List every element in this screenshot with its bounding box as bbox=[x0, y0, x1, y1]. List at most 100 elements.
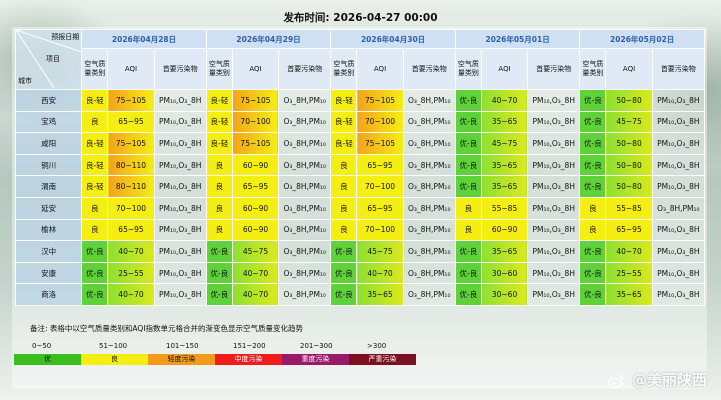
aqi-cell: 40~70 bbox=[231, 283, 280, 306]
aqi-header: AQI bbox=[356, 48, 404, 90]
category-cell: 良-轻 bbox=[81, 89, 109, 112]
category-cell: 良-轻 bbox=[81, 132, 109, 155]
category-cell: 良 bbox=[81, 196, 109, 220]
legend-swatch: 重度污染 bbox=[282, 354, 349, 365]
aqi-cell: 40~70 bbox=[605, 240, 653, 263]
city-cell: 延安 bbox=[14, 196, 83, 220]
legend-swatch: 严重污染 bbox=[349, 354, 416, 365]
pollutant-header: 首要污染物 bbox=[402, 48, 456, 90]
category-cell: 优-良 bbox=[579, 153, 607, 177]
pollutant-cell: PM₁₀,O₃_8H bbox=[651, 261, 706, 285]
category-cell: 优-良 bbox=[579, 283, 607, 306]
watermark-text: @美丽陕西 bbox=[631, 371, 707, 389]
aqi-cell: 65~95 bbox=[107, 218, 155, 242]
legend-range: >300 bbox=[367, 342, 387, 350]
pollutant-cell: O₃_8H,PM₁₀ bbox=[402, 196, 456, 220]
category-header: 空气质量类别 bbox=[330, 48, 358, 90]
category-cell: 良 bbox=[81, 110, 109, 134]
legend-swatch: 优 bbox=[14, 354, 81, 365]
aqi-cell: 75~105 bbox=[231, 89, 280, 112]
legend-range: 51~100 bbox=[99, 342, 128, 350]
aqi-cell: 65~95 bbox=[107, 110, 155, 134]
note-text: 备注: 表格中以空气质量类别和AQI指数单元格合并的渐变色显示空气质量变化趋势 bbox=[30, 324, 304, 333]
aqi-cell: 75~105 bbox=[356, 89, 404, 112]
aqi-cell: 25~55 bbox=[605, 261, 653, 285]
pollutant-cell: O₃_8H,PM₁₀ bbox=[278, 283, 332, 306]
legend-swatch: 轻度污染 bbox=[148, 354, 215, 365]
aqi-cell: 50~80 bbox=[605, 132, 653, 155]
category-header: 空气质量类别 bbox=[454, 48, 482, 90]
pollutant-cell: PM₁₀,O₃_8H bbox=[153, 283, 207, 306]
aqi-cell: 55~85 bbox=[480, 196, 529, 220]
category-cell: 优-良 bbox=[454, 132, 482, 155]
aqi-cell: 25~55 bbox=[107, 261, 155, 285]
legend-swatch: 良 bbox=[81, 354, 148, 365]
pollutant-cell: PM₁₀,O₃_8H bbox=[651, 132, 706, 155]
publish-time: 发布时间: 2026-04-27 00:00 bbox=[283, 12, 438, 24]
category-cell: 良 bbox=[330, 175, 358, 198]
category-cell: 良 bbox=[81, 218, 109, 242]
aqi-cell: 45~75 bbox=[231, 240, 280, 263]
city-cell: 宝鸡 bbox=[14, 110, 83, 134]
aqi-cell: 50~80 bbox=[605, 175, 653, 198]
pollutant-cell: O₃_8H,PM₁₀ bbox=[278, 240, 332, 263]
category-header: 空气质量类别 bbox=[81, 48, 109, 90]
table-row: 安康 优-良 25~55 PM₁₀,O₃_8H 优-良 40~70 O₃_8H,PM₁₀ 优-… bbox=[14, 261, 706, 285]
category-cell: 良-轻 bbox=[81, 153, 109, 177]
pollutant-cell: PM₁₀,O₃_8H bbox=[651, 240, 706, 263]
city-cell: 铜川 bbox=[14, 153, 83, 177]
category-cell: 优-良 bbox=[81, 240, 109, 263]
category-cell: 优-良 bbox=[579, 261, 607, 285]
aqi-cell: 80~110 bbox=[107, 153, 155, 177]
pollutant-header: 首要污染物 bbox=[651, 48, 706, 90]
category-cell: 良-轻 bbox=[81, 175, 109, 198]
category-header: 空气质量类别 bbox=[205, 48, 233, 90]
category-cell: 优-良 bbox=[579, 89, 607, 112]
pollutant-cell: O₃_8H,PM₁₀ bbox=[402, 240, 456, 263]
pollutant-cell: PM₁₀,O₃_8H bbox=[651, 153, 706, 177]
aqi-cell: 40~70 bbox=[356, 261, 404, 285]
pollutant-cell: O₃_8H,PM₁₀ bbox=[402, 283, 456, 306]
table-row: 宝鸡良 65~95 PM₁₀,O₃_8H 良-轻 70~100 O₃_8H,PM₁₀ 良-轻… bbox=[14, 110, 706, 134]
aqi-cell: 70~100 bbox=[356, 110, 404, 134]
pollutant-header: 首要污染物 bbox=[278, 48, 332, 90]
legend-swatch: 中度污染 bbox=[215, 354, 282, 365]
aqi-cell: 70~100 bbox=[231, 110, 280, 134]
aqi-cell: 50~80 bbox=[605, 89, 653, 112]
pollutant-cell: O₃_8H,PM₁₀ bbox=[278, 110, 332, 134]
aqi-cell: 30~60 bbox=[480, 283, 529, 306]
pollutant-cell: PM₁₀,O₃_8H bbox=[651, 89, 706, 112]
table-row: 渭南 良-轻 80~110 PM₁₀,O₃_8H 良 65~95 O₃_8H,PM₁₀ 良 70… bbox=[14, 175, 706, 198]
pollutant-cell: O₃_8H,PM₁₀ bbox=[402, 89, 456, 112]
category-cell: 优-良 bbox=[330, 261, 358, 285]
category-cell: 良-轻 bbox=[205, 132, 233, 155]
aqi-cell: 45~75 bbox=[480, 132, 529, 155]
category-cell: 优-良 bbox=[205, 240, 233, 263]
category-cell: 优-良 bbox=[330, 283, 358, 306]
category-cell: 良 bbox=[205, 218, 233, 242]
pollutant-cell: O₃_8H,PM₁₀ bbox=[402, 153, 456, 177]
pollutant-cell: PM₁₀,O₃_8H bbox=[651, 283, 706, 306]
pollutant-cell: PM₁₀,O₃_8H bbox=[153, 110, 207, 134]
aqi-cell: 35~65 bbox=[480, 153, 529, 177]
category-cell: 优-良 bbox=[579, 175, 607, 198]
pollutant-cell: PM₁₀,O₃_8H bbox=[527, 240, 581, 263]
category-cell: 良 bbox=[205, 196, 233, 220]
aqi-cell: 35~65 bbox=[605, 283, 653, 306]
category-header: 空气质量类别 bbox=[579, 48, 607, 90]
aqi-cell: 55~85 bbox=[605, 196, 653, 220]
city-cell: 西安 bbox=[14, 89, 83, 112]
table-row: 延安良 70~100 PM₁₀,O₃_8H 良 60~90 O₃_8H,PM₁₀ 良 65~9… bbox=[14, 196, 706, 220]
aqi-cell: 75~105 bbox=[356, 132, 404, 155]
aqi-cell: 80~110 bbox=[107, 175, 155, 198]
city-cell: 汉中 bbox=[14, 240, 83, 263]
aqi-cell: 40~70 bbox=[107, 240, 155, 263]
aqi-cell: 35~65 bbox=[356, 283, 404, 306]
pollutant-cell: O₃_8H,PM₁₀ bbox=[278, 175, 332, 198]
category-cell: 良 bbox=[330, 218, 358, 242]
pollutant-cell: PM₁₀,O₃_8H bbox=[527, 89, 581, 112]
city-cell: 咸阳 bbox=[14, 132, 83, 155]
aqi-header: AQI bbox=[480, 48, 529, 90]
aqi-cell: 45~75 bbox=[605, 110, 653, 134]
pollutant-cell: PM₁₀,O₃_8H bbox=[153, 89, 207, 112]
